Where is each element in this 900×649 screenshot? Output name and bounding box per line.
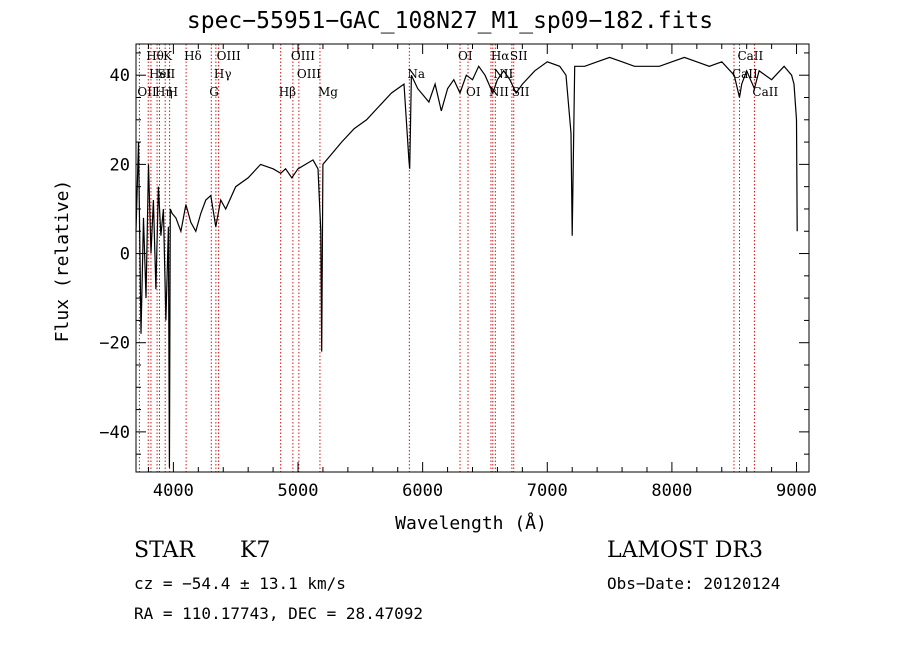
line-marker-label: OI bbox=[466, 85, 481, 99]
line-marker-label: Hθ bbox=[146, 49, 164, 63]
line-marker-label: Hδ bbox=[184, 49, 202, 63]
coordinates: RA = 110.17743, DEC = 28.47092 bbox=[134, 604, 423, 623]
chart-title: spec−55951−GAC_108N27_M1_sp09−182.fits bbox=[186, 8, 714, 34]
y-tick-label: 0 bbox=[120, 245, 130, 265]
line-marker-label: SII bbox=[510, 49, 528, 63]
line-marker-label: Mg bbox=[318, 85, 338, 99]
x-axis-ticks: 4000 5000 6000 7000 8000 9000 bbox=[147, 44, 817, 501]
y-axis-ticks: 40 20 0 −20 −40 bbox=[99, 52, 809, 455]
x-tick-label: 5000 bbox=[278, 481, 319, 501]
plot-frame bbox=[135, 43, 810, 473]
x-tick-label: 9000 bbox=[776, 481, 817, 501]
x-tick-label: 8000 bbox=[651, 481, 692, 501]
line-marker-label: SII bbox=[512, 85, 530, 99]
line-marker-label: Hγ bbox=[214, 67, 232, 81]
y-tick-label: −20 bbox=[99, 334, 130, 354]
y-tick-label: −40 bbox=[99, 423, 130, 443]
spectral-subclass: K7 bbox=[240, 538, 271, 563]
line-marker-label: CaII bbox=[752, 85, 778, 99]
observation-date: Obs−Date: 20120124 bbox=[607, 574, 781, 593]
line-marker-label: SII bbox=[158, 67, 176, 81]
line-marker-label: H bbox=[168, 85, 178, 99]
y-axis-label: Flux (relative) bbox=[52, 180, 73, 343]
redshift-velocity: cz = −54.4 ± 13.1 km/s bbox=[134, 574, 346, 593]
line-marker-label: K bbox=[163, 49, 173, 63]
line-marker-labels: OIIHθHeIHηKSIIHHδGHγOIIIHβOIIIOIIIMgNaOI… bbox=[137, 49, 778, 99]
line-marker-label: NII bbox=[493, 67, 513, 81]
y-tick-label: 20 bbox=[110, 155, 130, 175]
line-marker-label: OIII bbox=[291, 49, 315, 63]
line-marker-label: OIII bbox=[217, 49, 241, 63]
x-tick-label: 4000 bbox=[153, 481, 194, 501]
line-marker-label: Na bbox=[407, 67, 425, 81]
y-tick-label: 40 bbox=[110, 66, 130, 86]
survey-name: LAMOST DR3 bbox=[607, 538, 763, 563]
line-marker-label: OIII bbox=[297, 67, 321, 81]
line-marker-label: G bbox=[209, 85, 219, 99]
spectrum-series-line bbox=[135, 56, 798, 468]
object-class: STAR bbox=[134, 538, 195, 563]
line-marker-label: HeI bbox=[149, 67, 172, 81]
x-tick-label: 7000 bbox=[527, 481, 568, 501]
line-marker-label: Hη bbox=[155, 85, 173, 99]
line-marker-label: OI bbox=[458, 49, 473, 63]
line-markers bbox=[138, 44, 755, 472]
line-marker-label: OII bbox=[137, 85, 157, 99]
x-axis-label: Wavelength (Å) bbox=[395, 512, 547, 534]
line-marker-label: Hβ bbox=[279, 85, 296, 99]
x-tick-label: 6000 bbox=[402, 481, 443, 501]
line-marker-label: Hα bbox=[491, 49, 510, 63]
line-marker-label: CaII bbox=[737, 49, 763, 63]
